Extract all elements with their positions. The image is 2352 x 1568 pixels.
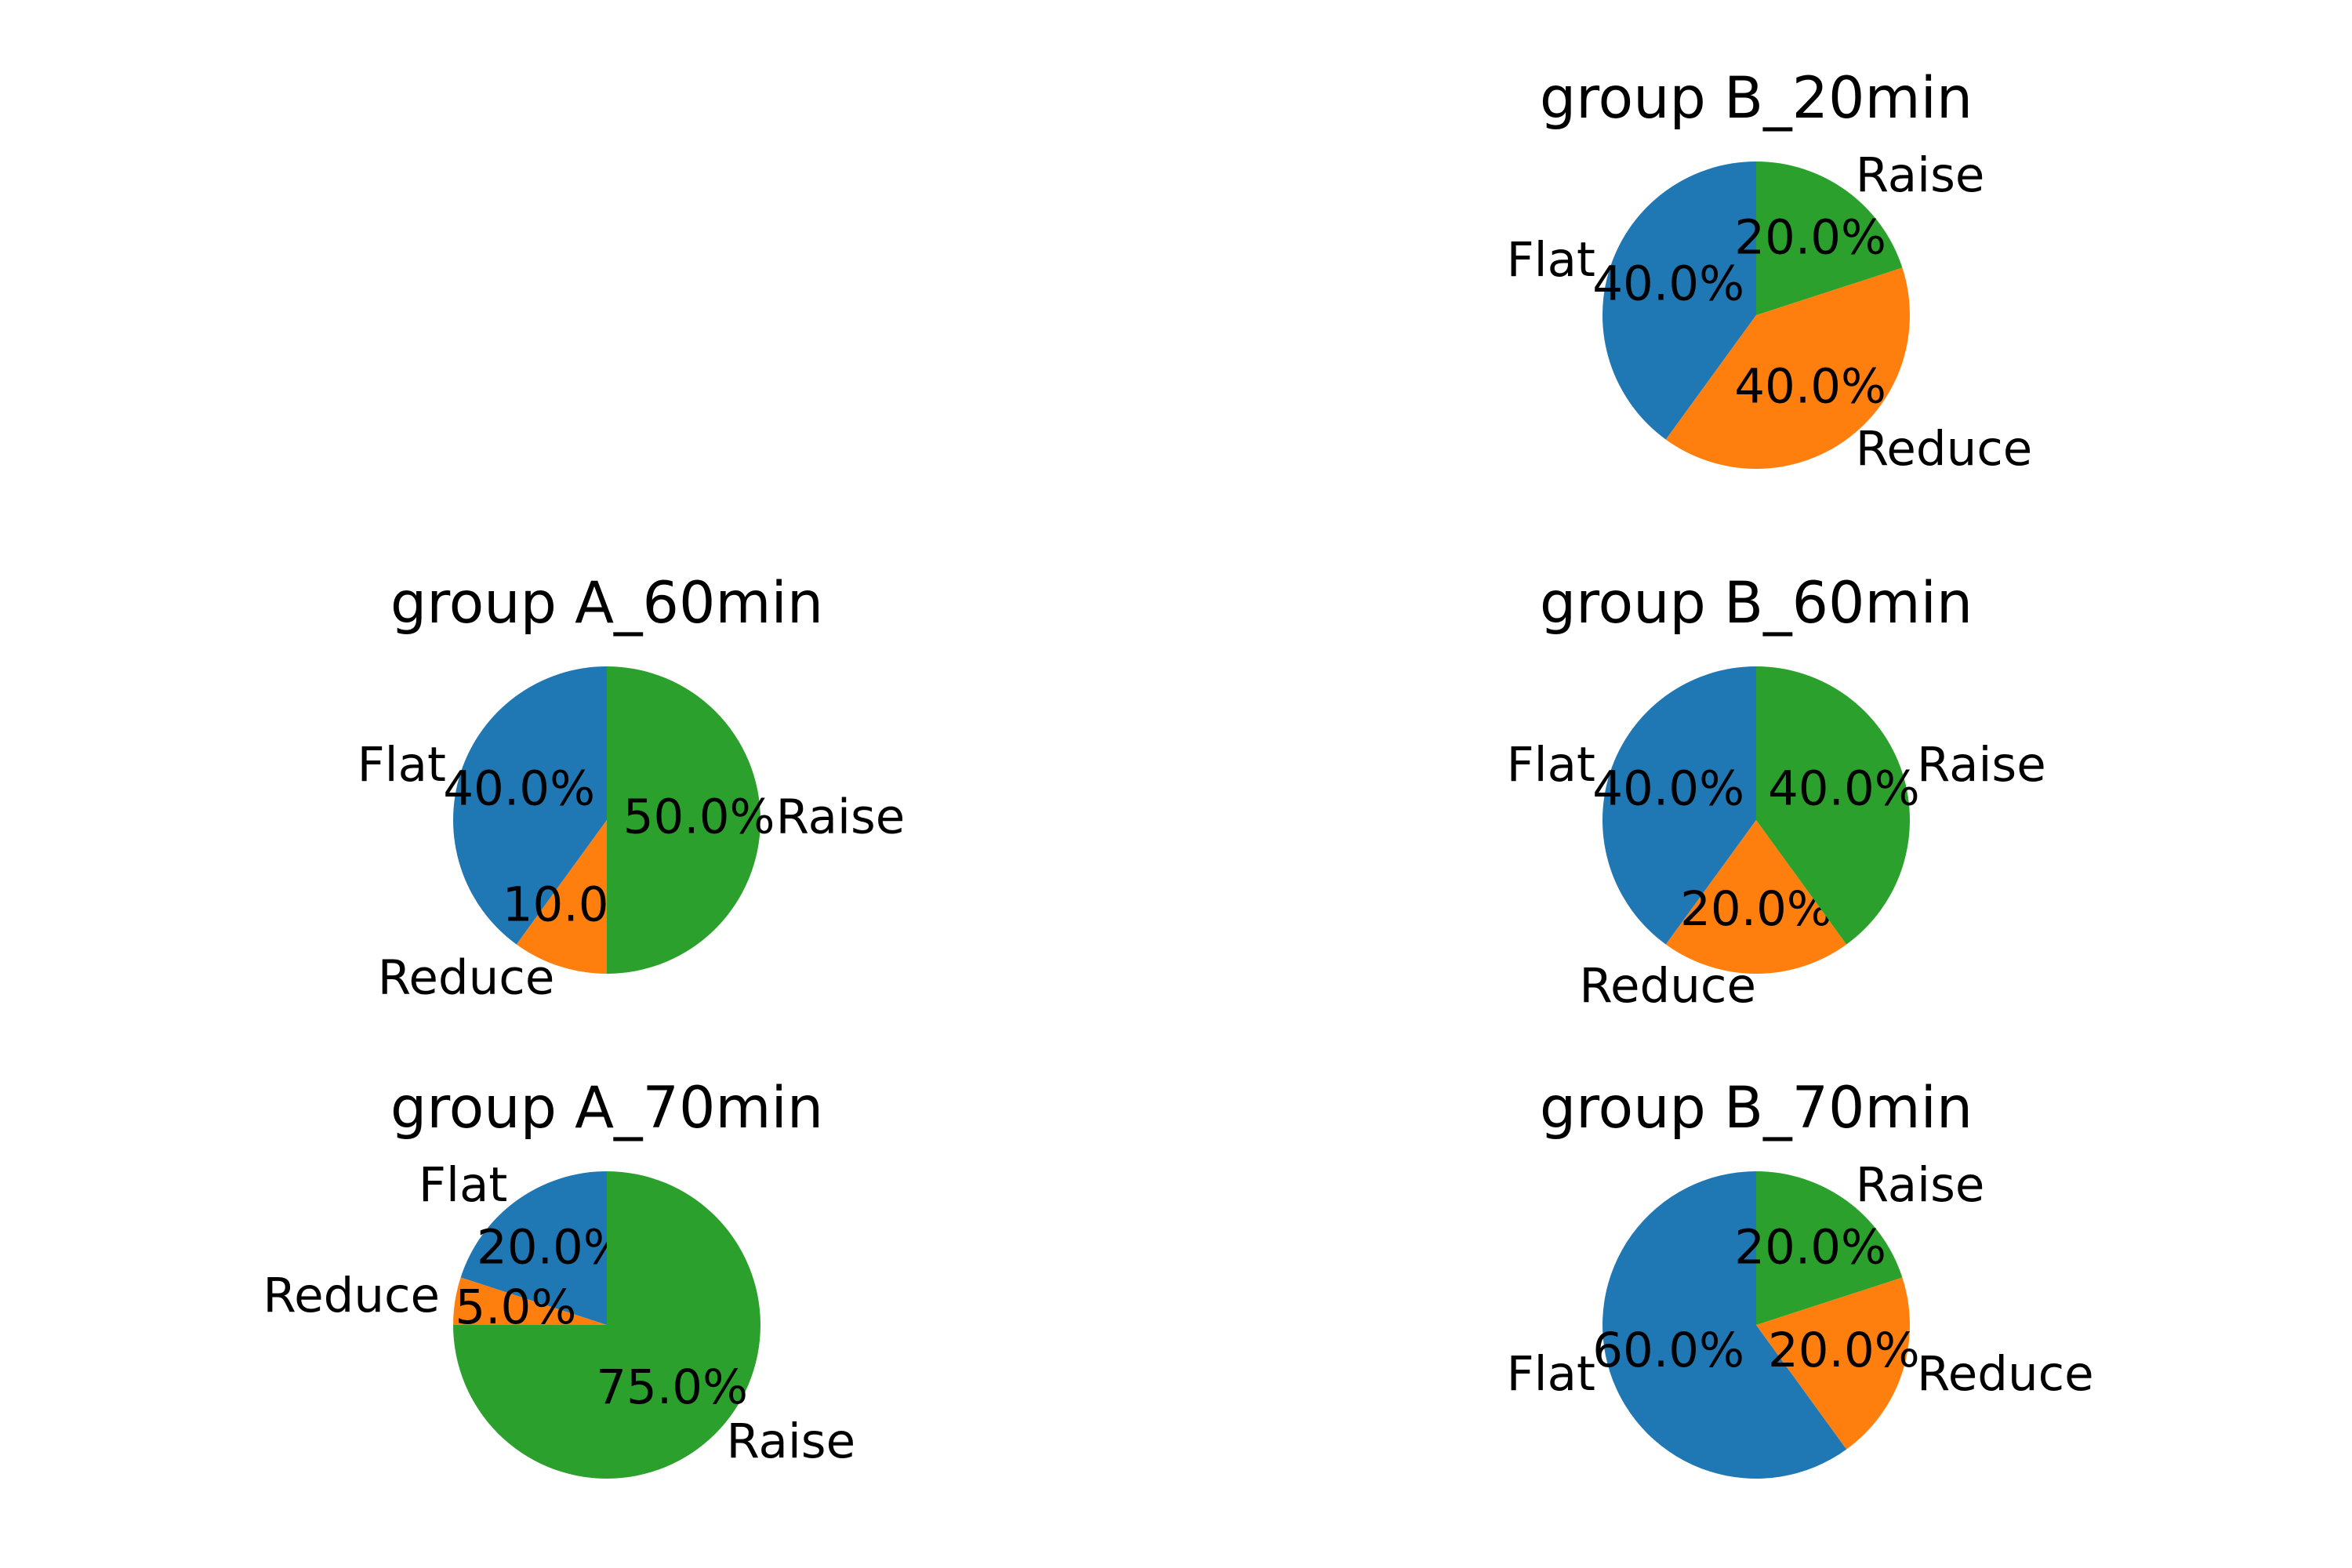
slice-label-flat: Flat (419, 1157, 507, 1213)
slice-percent-raise: 20.0% (1734, 209, 1886, 265)
pie-slice-flat (1602, 666, 1756, 945)
pie-slice-reduce (453, 1277, 607, 1325)
slice-label-reduce: Reduce (1917, 1346, 2094, 1402)
pie-slice-raise (1756, 1171, 1903, 1325)
slice-percent-flat: 40.0% (1592, 256, 1744, 311)
pie-slice-raise (453, 1171, 760, 1479)
slice-percent-raise: 40.0% (1768, 760, 1920, 816)
slice-label-flat: Flat (1507, 232, 1595, 288)
pie-group-b-60min: group B_60minFlat40.0%Reduce20.0%Raise40… (1507, 570, 2046, 1014)
slice-percent-raise: 50.0% (623, 789, 775, 845)
pie-title: group A_60min (390, 570, 823, 637)
slice-percent-flat: 60.0% (1592, 1323, 1744, 1378)
slice-percent-flat: 40.0% (1592, 760, 1744, 816)
pie-title: group B_60min (1540, 570, 1973, 637)
slice-percent-flat: 40.0% (443, 760, 595, 816)
pie-slice-flat (1602, 162, 1756, 440)
slice-label-flat: Flat (1507, 737, 1595, 793)
slice-percent-reduce: 40.0% (1734, 359, 1886, 415)
slice-label-raise: Raise (1856, 1157, 1985, 1213)
slice-label-raise: Raise (776, 789, 906, 845)
pie-slice-reduce (1756, 1277, 1911, 1450)
pie-title: group B_70min (1540, 1075, 1973, 1142)
pie-slice-reduce (1665, 820, 1847, 975)
pie-slice-flat (1602, 1171, 1847, 1479)
pie-slice-raise (1756, 666, 1911, 945)
pie-title: group B_20min (1540, 65, 1973, 132)
slice-label-reduce: Reduce (378, 950, 555, 1006)
pie-slice-flat (460, 1171, 607, 1325)
slice-label-reduce: Reduce (263, 1268, 440, 1323)
slice-label-reduce: Reduce (1856, 421, 2033, 477)
slice-label-raise: Raise (1917, 737, 2046, 793)
slice-percent-flat: 20.0% (477, 1219, 629, 1275)
slice-percent-raise: 75.0% (596, 1359, 748, 1415)
pie-slice-raise (607, 666, 760, 974)
slice-label-raise: Raise (726, 1414, 855, 1469)
pie-slice-reduce (1665, 267, 1911, 470)
slice-percent-reduce: 20.0% (1680, 881, 1832, 937)
pie-slice-raise (1756, 162, 1903, 315)
slice-label-reduce: Reduce (1579, 958, 1756, 1014)
pie-group-a-60min: group A_60minFlat40.0%Reduce10.0%Raise50… (358, 570, 906, 1006)
slice-label-raise: Raise (1856, 147, 1985, 203)
slice-percent-reduce: 20.0% (1768, 1323, 1920, 1378)
pie-slice-flat (452, 666, 607, 945)
pie-slice-reduce (516, 820, 607, 974)
pie-title: group A_70min (390, 1075, 823, 1142)
slice-percent-raise: 20.0% (1734, 1219, 1886, 1275)
pie-group-b-20min: group B_20minFlat40.0%Reduce40.0%Raise20… (1507, 65, 2033, 477)
slice-label-flat: Flat (1507, 1346, 1595, 1402)
slice-label-flat: Flat (358, 737, 446, 793)
